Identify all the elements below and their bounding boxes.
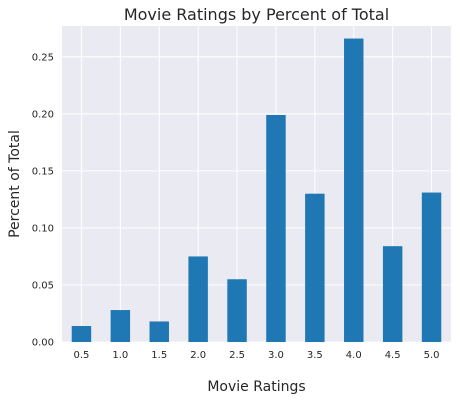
bar	[344, 39, 363, 342]
y-tick-label: 0.05	[32, 280, 54, 291]
bar	[72, 326, 91, 342]
x-tick-label: 0.5	[73, 350, 89, 361]
x-tick-label: 4.0	[346, 350, 362, 361]
x-tick-label: 1.0	[112, 350, 128, 361]
bar	[422, 193, 441, 342]
x-tick-label: 3.0	[268, 350, 284, 361]
y-tick-label: 0.25	[32, 52, 54, 63]
x-tick-label: 5.0	[424, 350, 440, 361]
y-tick-label: 0.15	[32, 166, 54, 177]
y-axis-label: Percent of Total	[7, 130, 23, 238]
x-axis-label: Movie Ratings	[207, 379, 305, 395]
bar	[227, 279, 246, 342]
bar	[150, 321, 169, 342]
bar	[383, 246, 402, 342]
chart-title: Movie Ratings by Percent of Total	[124, 5, 389, 24]
x-tick-label: 1.5	[151, 350, 167, 361]
y-tick-label: 0.00	[32, 338, 54, 349]
y-tick-labels: 0.00 0.05 0.10 0.15 0.20 0.25	[32, 52, 54, 348]
bar	[111, 310, 130, 342]
y-tick-label: 0.20	[32, 109, 54, 120]
x-tick-label: 2.5	[229, 350, 245, 361]
x-tick-labels: 0.5 1.0 1.5 2.0 2.5 3.0 3.5 4.0 4.5 5.0	[73, 350, 439, 361]
x-tick-label: 2.0	[190, 350, 206, 361]
bar	[266, 115, 285, 342]
x-tick-label: 4.5	[385, 350, 401, 361]
bar	[188, 256, 207, 342]
bar	[305, 194, 324, 342]
y-tick-label: 0.10	[32, 223, 54, 234]
x-tick-label: 3.5	[307, 350, 323, 361]
